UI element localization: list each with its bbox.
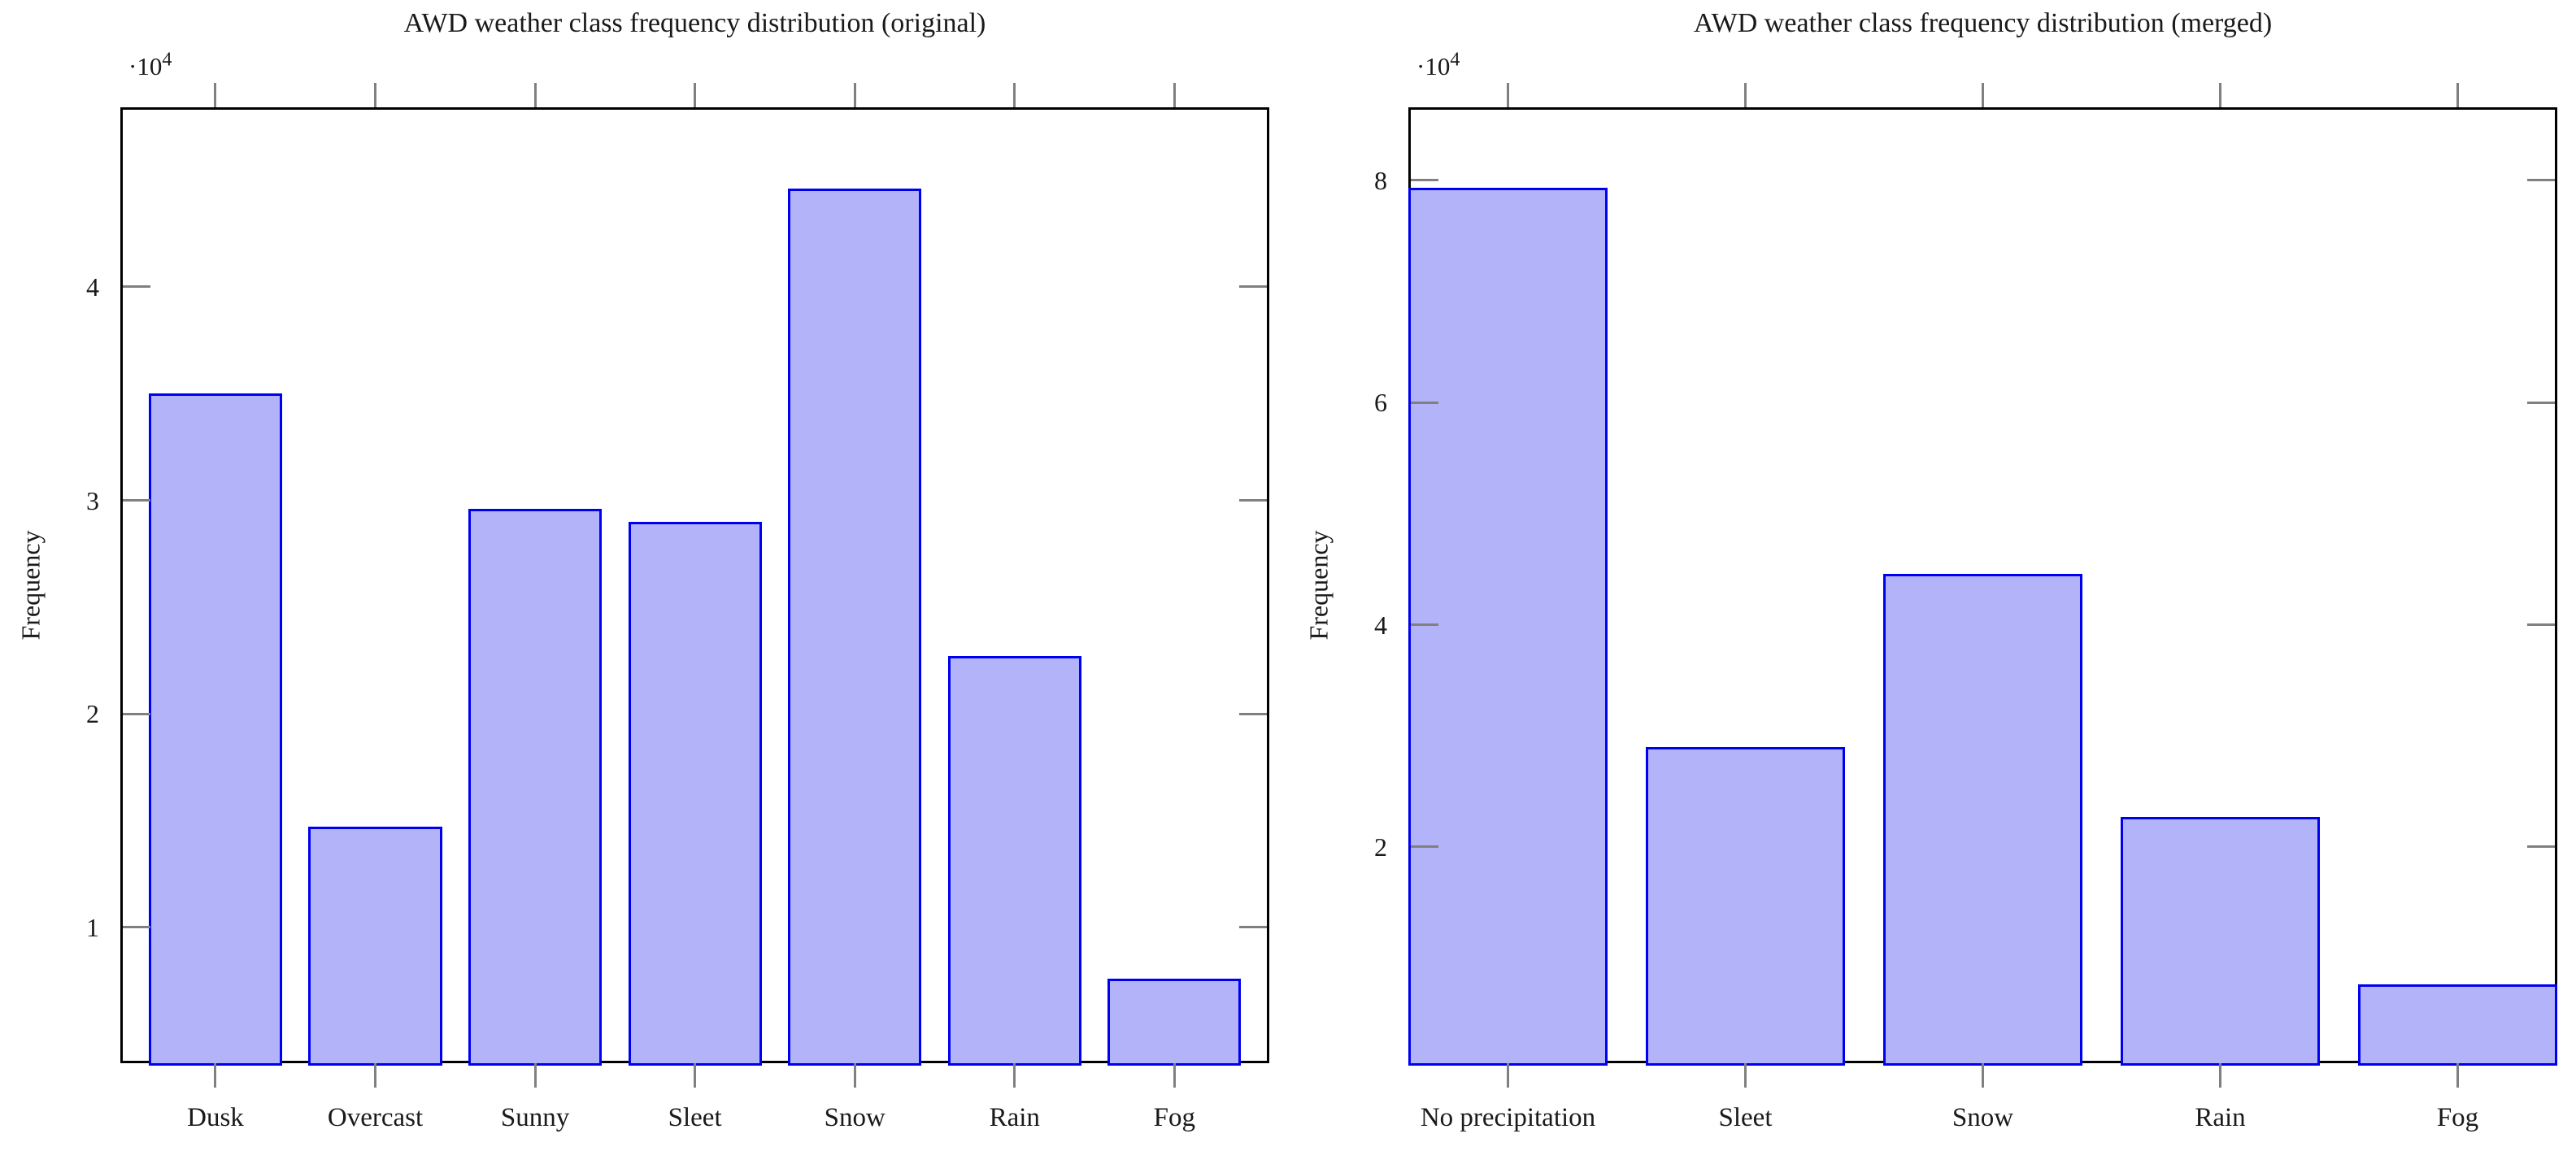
y-axis-scale-label: ·104 (128, 49, 172, 81)
y-tick-mark (2527, 623, 2555, 627)
x-tick-mark (533, 1063, 537, 1088)
x-category-label-overcast: Overcast (327, 1103, 424, 1132)
x-category-label-fog: Fog (1153, 1103, 1195, 1132)
y-axis-scale-exponent: 4 (1450, 49, 1460, 71)
y-axis-label: Frequency (1303, 530, 1334, 641)
y-tick-mark (1411, 623, 1438, 627)
x-tick-mark (2219, 83, 2221, 107)
chart-title: AWD weather class frequency distribution… (1693, 8, 2273, 38)
x-tick-mark (694, 83, 697, 107)
bar-dusk (148, 393, 282, 1066)
y-axis-scale-exponent: 4 (162, 49, 172, 71)
x-category-label-snow: Snow (824, 1103, 886, 1132)
bar-fog (2358, 984, 2557, 1066)
y-tick-label: 4 (1374, 610, 1387, 640)
bar-sunny (468, 509, 603, 1066)
y-tick-label: 2 (1374, 832, 1387, 862)
bar-rain (947, 656, 1081, 1066)
y-tick-mark (1239, 285, 1267, 289)
bar-fog (1107, 978, 1242, 1066)
x-tick-mark (1013, 83, 1016, 107)
y-tick-label: 1 (86, 912, 99, 942)
x-tick-mark (694, 1063, 697, 1088)
y-tick-mark (2527, 401, 2555, 404)
y-tick-label: 3 (86, 485, 99, 515)
x-tick-mark (2456, 1063, 2459, 1088)
x-tick-mark (374, 1063, 377, 1088)
bar-snow (1883, 573, 2082, 1066)
y-tick-label: 6 (1374, 388, 1387, 418)
y-tick-mark (1411, 845, 1438, 849)
y-tick-label: 4 (86, 271, 99, 302)
bar-no-precipitation (1408, 188, 1608, 1066)
y-tick-mark (1411, 401, 1438, 404)
x-tick-mark (214, 1063, 217, 1088)
x-tick-mark (374, 83, 377, 107)
x-category-label-rain: Rain (2195, 1103, 2246, 1132)
y-tick-mark (2527, 845, 2555, 849)
x-tick-mark (1173, 1063, 1176, 1088)
x-tick-mark (533, 83, 537, 107)
y-axis-scale-base: ·10 (128, 52, 163, 80)
x-tick-mark (1013, 1063, 1016, 1088)
x-category-label-snow: Snow (1952, 1103, 2014, 1132)
plot-area (1408, 83, 2557, 1088)
y-tick-mark (123, 926, 150, 929)
y-tick-mark (1239, 712, 1267, 715)
bar-overcast (308, 827, 442, 1066)
x-tick-mark (853, 1063, 856, 1088)
x-category-label-sunny: Sunny (500, 1103, 570, 1132)
chart-panel-merged: AWD weather class frequency distribution… (1288, 0, 2576, 1151)
x-category-label-rain: Rain (989, 1103, 1040, 1132)
y-tick-mark (123, 712, 150, 715)
y-axis-label: Frequency (15, 530, 46, 641)
x-tick-mark (1507, 83, 1509, 107)
plot-area (120, 83, 1269, 1088)
bar-sleet (628, 521, 762, 1066)
bar-sleet (1646, 746, 1845, 1066)
y-tick-label: 2 (86, 699, 99, 729)
x-tick-mark (1507, 1063, 1509, 1088)
chart-title: AWD weather class frequency distribution… (403, 8, 986, 38)
y-axis-scale-base: ·10 (1416, 52, 1451, 80)
y-tick-mark (123, 285, 150, 289)
x-tick-mark (853, 83, 856, 107)
x-tick-mark (214, 83, 217, 107)
x-category-label-dusk: Dusk (187, 1103, 244, 1132)
bar-snow (788, 189, 922, 1066)
y-tick-mark (123, 499, 150, 502)
x-tick-mark (1982, 1063, 1984, 1088)
bar-rain (2121, 817, 2320, 1066)
y-tick-mark (2527, 179, 2555, 182)
y-tick-mark (1411, 179, 1438, 182)
x-tick-mark (2219, 1063, 2221, 1088)
x-tick-mark (1982, 83, 1984, 107)
y-tick-mark (1239, 926, 1267, 929)
x-category-label-no-precipitation: No precipitation (1420, 1103, 1596, 1132)
y-tick-mark (1239, 499, 1267, 502)
x-category-label-sleet: Sleet (668, 1103, 722, 1132)
x-tick-mark (1744, 83, 1747, 107)
y-tick-label: 8 (1374, 165, 1387, 195)
x-category-label-fog: Fog (2436, 1103, 2479, 1132)
x-tick-mark (2456, 83, 2459, 107)
x-category-label-sleet: Sleet (1718, 1103, 1773, 1132)
x-tick-mark (1744, 1063, 1747, 1088)
chart-panel-original: AWD weather class frequency distribution… (15, 8, 1269, 1132)
y-axis-scale-label: ·104 (1416, 49, 1460, 81)
x-tick-mark (1173, 83, 1176, 107)
